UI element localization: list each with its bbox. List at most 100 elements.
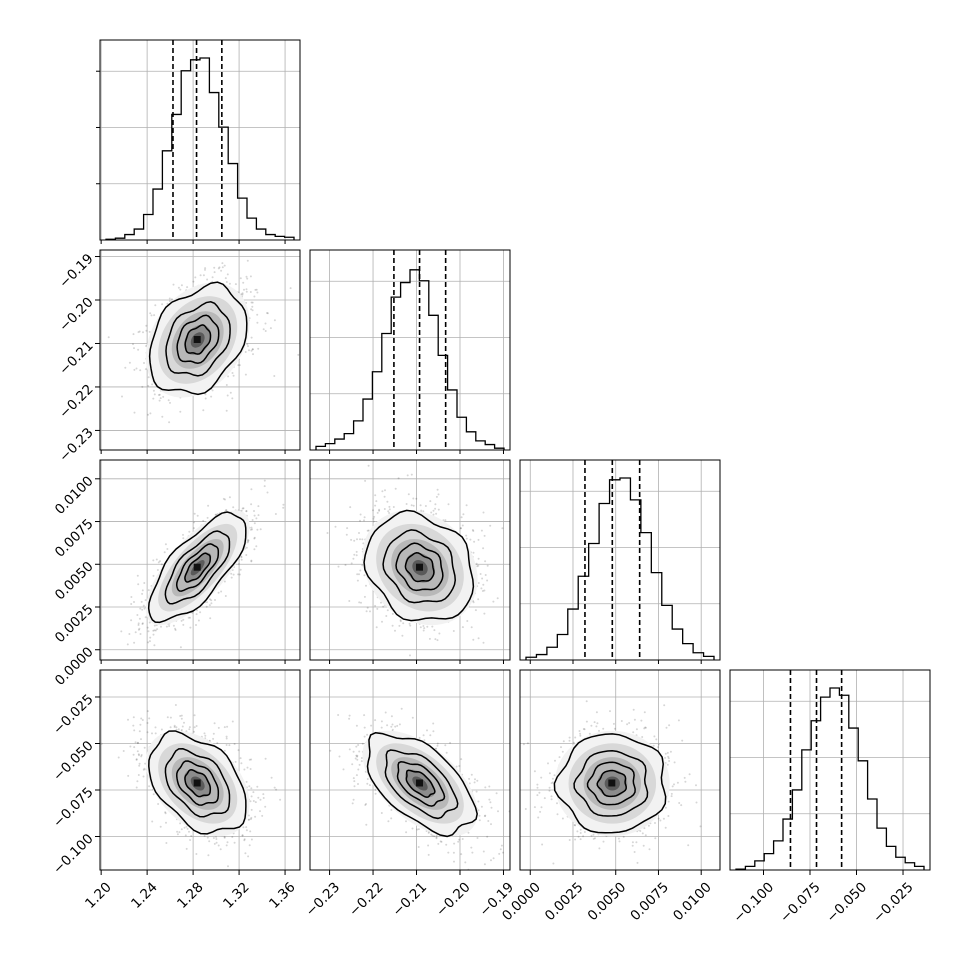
sample-point — [457, 840, 460, 843]
sample-point — [133, 347, 135, 350]
sample-point — [241, 834, 244, 837]
contour-line — [184, 769, 212, 798]
contour-line — [176, 760, 220, 806]
sample-point — [432, 730, 435, 733]
sample-point — [240, 558, 243, 561]
sample-point — [357, 768, 360, 771]
sample-point — [138, 627, 141, 630]
sample-point — [246, 277, 249, 280]
sample-point — [143, 767, 146, 770]
sample-point — [245, 546, 248, 549]
x-tick-label: −0.20 — [433, 879, 474, 920]
sample-point — [355, 554, 358, 557]
sample-point — [657, 746, 660, 749]
contour-line — [396, 761, 446, 807]
sample-point — [224, 277, 227, 280]
sample-point — [355, 754, 358, 757]
sample-point — [380, 726, 383, 729]
sample-point — [626, 723, 629, 726]
sample-point — [500, 844, 503, 847]
sample-point — [510, 586, 512, 588]
sample-point — [255, 545, 258, 548]
y-tick-label: −0.19 — [56, 251, 97, 292]
sample-point — [175, 726, 178, 729]
sample-point — [359, 519, 361, 522]
sample-point — [437, 493, 440, 496]
sample-point — [387, 820, 390, 823]
sample-point — [459, 527, 462, 530]
sample-point — [263, 479, 266, 482]
sample-point — [482, 547, 485, 550]
sample-point — [592, 837, 595, 840]
sample-point — [153, 629, 156, 632]
sample-point — [568, 736, 571, 739]
sample-point — [142, 604, 145, 607]
sample-point — [249, 800, 252, 803]
sample-point — [574, 736, 577, 739]
sample-point — [370, 724, 373, 727]
sample-point — [249, 830, 252, 833]
sample-point — [394, 725, 397, 728]
sample-point — [484, 560, 487, 563]
sample-point — [568, 839, 571, 841]
sample-point — [640, 719, 643, 722]
sample-point — [561, 750, 564, 753]
sample-point — [202, 274, 205, 277]
sample-point — [550, 798, 553, 801]
contour-line — [184, 552, 211, 583]
sample-point — [481, 590, 484, 592]
sample-point — [225, 844, 228, 847]
sample-point — [250, 559, 253, 562]
sample-point — [247, 855, 250, 858]
sample-point — [482, 641, 485, 644]
sample-point — [394, 629, 396, 632]
sample-point — [501, 527, 504, 530]
sample-point — [162, 395, 165, 398]
sample-point — [207, 854, 210, 857]
sample-point — [479, 573, 482, 575]
sample-point — [152, 389, 155, 392]
sample-point — [388, 508, 391, 511]
sample-point — [471, 851, 474, 854]
sample-point — [538, 791, 541, 794]
sample-point — [663, 704, 666, 707]
sample-point — [664, 756, 667, 759]
sample-point — [436, 742, 439, 745]
sample-point — [254, 801, 257, 804]
sample-point — [282, 503, 285, 506]
sample-point — [250, 301, 253, 304]
sample-point — [536, 786, 539, 789]
sample-point — [165, 625, 168, 628]
sample-point — [687, 844, 690, 847]
sample-point — [126, 643, 129, 646]
sample-point — [536, 794, 539, 797]
sample-point — [248, 844, 251, 847]
sample-point — [127, 718, 129, 721]
sample-point — [188, 726, 191, 729]
sample-point — [669, 750, 672, 753]
sample-point — [249, 528, 252, 531]
sample-point — [155, 558, 158, 561]
sample-point — [213, 266, 216, 269]
sample-point — [244, 351, 247, 353]
sample-point — [556, 802, 558, 805]
sample-point — [266, 491, 269, 494]
sample-point — [137, 628, 140, 631]
sample-point — [193, 714, 196, 717]
sample-point — [664, 826, 667, 829]
sample-point — [163, 551, 166, 554]
sample-point — [550, 795, 553, 798]
sample-point — [361, 564, 364, 567]
sample-point — [355, 724, 358, 727]
sample-point — [429, 734, 432, 737]
sample-point — [561, 817, 564, 820]
sample-point — [699, 825, 702, 828]
sample-point — [617, 837, 620, 840]
sample-point — [432, 509, 435, 512]
sample-point — [241, 507, 244, 510]
sample-point — [225, 384, 228, 386]
sample-point — [673, 761, 676, 764]
sample-point — [409, 654, 411, 657]
sample-point — [177, 728, 180, 731]
panel-frame — [519, 459, 721, 661]
